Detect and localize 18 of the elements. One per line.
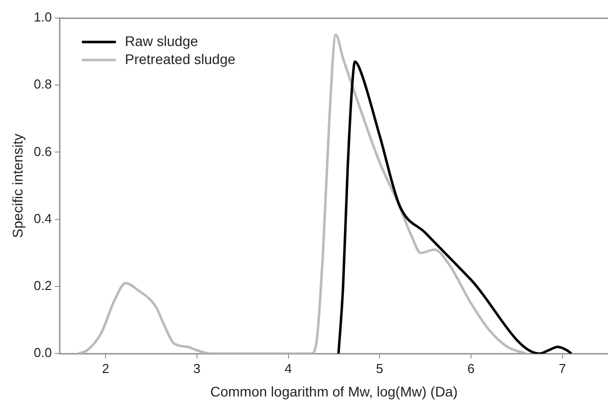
- y-tick-label: 0.4: [34, 210, 52, 226]
- x-tick-label: 7: [558, 360, 566, 376]
- y-tick-label: 0.6: [34, 144, 52, 159]
- x-tick-label: 4: [284, 360, 292, 376]
- x-axis-title: Common logarithm of Mw, log(Mw) (Da): [210, 383, 458, 400]
- x-tick-label: 5: [376, 360, 384, 376]
- y-tick-label: 0.8: [34, 76, 52, 92]
- x-tick-label: 6: [467, 360, 475, 376]
- y-axis-title: Specific intensity: [9, 134, 26, 238]
- line-series: [337, 60, 573, 354]
- legend-label: Raw sludge: [124, 32, 198, 49]
- legend-label: Pretreated sludge: [124, 50, 236, 67]
- x-tick-label: 2: [102, 360, 110, 376]
- y-tick-label: 1.0: [34, 10, 52, 25]
- line-series: [76, 34, 528, 354]
- x-tick-label: 3: [193, 360, 201, 376]
- y-tick-label: 0.0: [34, 345, 52, 360]
- y-tick-label: 0.2: [34, 278, 52, 294]
